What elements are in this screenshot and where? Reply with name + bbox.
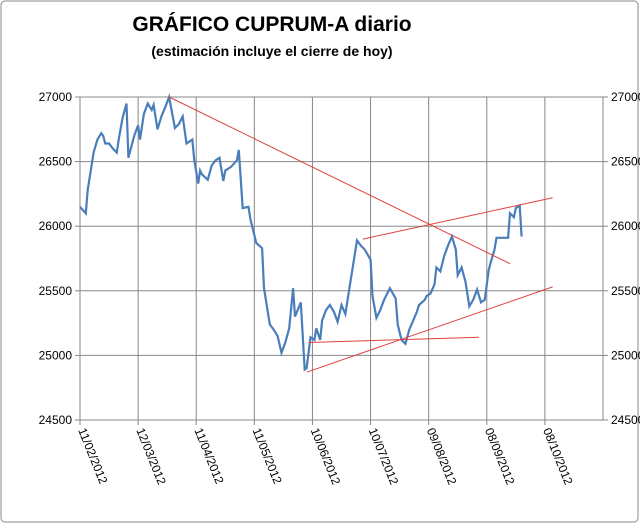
y2-tick-label: 26500: [611, 155, 640, 169]
y-tick-label: 26000: [39, 219, 73, 233]
chart-subtitle: (estimación incluye el cierre de hoy): [151, 43, 392, 59]
trend-line: [308, 336, 480, 343]
trend-line: [362, 197, 553, 240]
trend-line: [168, 96, 511, 265]
trend-line: [306, 286, 553, 373]
y-tick-label: 26500: [39, 155, 73, 169]
y2-tick-label: 25500: [611, 284, 640, 298]
y-tick-label: 25500: [39, 284, 73, 298]
y-tick-label: 25000: [39, 348, 73, 362]
price-line: [79, 92, 523, 372]
y2-tick-label: 26000: [611, 219, 640, 233]
y2-tick-label: 27000: [611, 90, 640, 104]
y-tick-label: 24500: [39, 413, 73, 427]
y2-tick-label: 24500: [611, 413, 640, 427]
y2-tick-label: 25000: [611, 348, 640, 362]
y-tick-label: 27000: [39, 90, 73, 104]
chart-title: GRÁFICO CUPRUM-A diario: [132, 13, 411, 36]
